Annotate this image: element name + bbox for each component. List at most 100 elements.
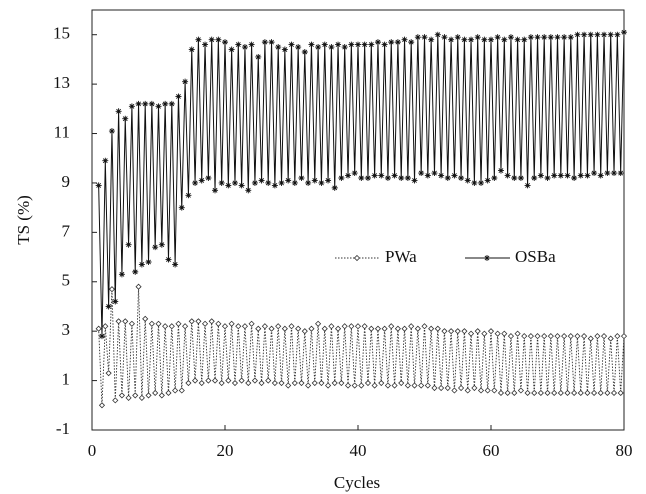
marker — [305, 179, 312, 186]
marker — [421, 323, 428, 330]
marker — [195, 318, 202, 325]
marker — [617, 170, 624, 177]
marker — [401, 36, 408, 43]
marker — [477, 387, 485, 394]
x-axis-label: Cycles — [334, 473, 380, 492]
marker — [458, 175, 465, 181]
marker — [600, 333, 608, 340]
marker — [507, 333, 515, 340]
marker — [617, 389, 624, 397]
marker — [165, 389, 172, 397]
marker — [145, 392, 152, 399]
marker — [534, 333, 541, 340]
marker — [468, 36, 475, 43]
marker — [621, 29, 627, 36]
marker — [138, 394, 145, 401]
marker — [128, 103, 135, 110]
marker — [255, 53, 262, 60]
marker — [614, 333, 621, 340]
marker — [488, 36, 494, 43]
marker — [105, 370, 112, 377]
marker — [331, 184, 338, 191]
marker — [381, 41, 388, 48]
marker — [105, 303, 112, 310]
marker — [125, 241, 132, 248]
marker — [112, 397, 119, 404]
marker — [281, 325, 288, 332]
y-tick-label: 1 — [62, 369, 71, 388]
marker — [554, 333, 561, 340]
marker — [448, 328, 455, 335]
marker — [438, 172, 445, 179]
marker — [165, 256, 172, 263]
marker — [478, 179, 485, 186]
marker — [125, 394, 132, 401]
marker — [428, 36, 435, 43]
marker — [571, 175, 578, 181]
marker — [597, 172, 604, 179]
marker — [484, 387, 491, 394]
marker — [258, 379, 265, 387]
marker — [537, 389, 544, 397]
marker — [258, 177, 265, 184]
marker — [142, 315, 149, 322]
marker — [155, 103, 162, 110]
marker — [271, 182, 278, 189]
marker — [547, 333, 554, 340]
marker — [338, 379, 345, 387]
marker — [288, 323, 295, 330]
marker — [431, 170, 438, 177]
marker — [158, 392, 165, 399]
y-axis-label: TS (%) — [14, 195, 33, 245]
marker — [95, 182, 102, 189]
marker — [278, 179, 285, 186]
series-line — [98, 32, 625, 337]
marker — [541, 333, 548, 340]
marker — [567, 333, 574, 340]
marker — [135, 283, 142, 290]
marker — [541, 34, 548, 41]
marker — [464, 177, 471, 184]
marker — [341, 323, 348, 330]
marker — [228, 46, 235, 53]
marker — [414, 325, 421, 332]
marker — [175, 320, 182, 327]
x-tick-label: 20 — [217, 441, 234, 460]
marker — [361, 323, 368, 330]
marker — [275, 323, 282, 330]
marker — [577, 172, 584, 179]
marker — [185, 379, 192, 387]
marker — [351, 170, 358, 177]
marker — [514, 330, 521, 337]
marker — [434, 31, 441, 38]
marker — [434, 325, 441, 332]
marker — [355, 41, 361, 48]
marker — [384, 175, 391, 181]
marker — [188, 318, 195, 325]
marker — [497, 389, 505, 397]
marker — [152, 389, 159, 397]
marker — [248, 320, 255, 327]
marker — [162, 323, 169, 330]
marker — [497, 167, 504, 174]
marker — [102, 323, 109, 330]
marker — [334, 325, 342, 332]
marker — [408, 39, 415, 46]
marker — [212, 187, 219, 194]
marker — [182, 78, 189, 85]
marker — [218, 179, 225, 186]
marker — [308, 41, 315, 48]
marker — [255, 325, 262, 332]
marker — [231, 179, 238, 186]
marker — [527, 34, 534, 41]
marker — [122, 318, 129, 325]
marker — [265, 179, 272, 186]
marker — [188, 46, 195, 53]
marker — [384, 382, 391, 389]
marker — [98, 333, 105, 340]
marker — [241, 323, 249, 330]
marker — [391, 382, 398, 389]
marker — [557, 172, 564, 179]
marker — [504, 172, 511, 179]
